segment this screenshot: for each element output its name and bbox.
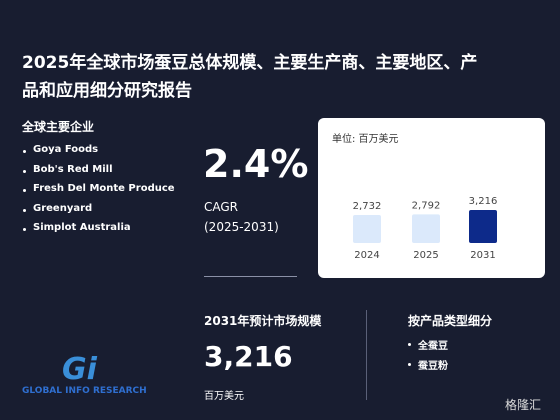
bullet [23, 228, 26, 231]
list-item: Bob's Red Mill [33, 163, 113, 175]
cagr-period: (2025-2031) [204, 220, 279, 234]
segments-heading: 按产品类型细分 [408, 314, 493, 328]
watermark: 格隆汇 [505, 398, 542, 412]
divider [204, 276, 297, 277]
category-label: 2025 [413, 250, 438, 261]
value-label: 2,732 [353, 201, 382, 212]
logo-mark: Gi [62, 352, 97, 387]
divider [366, 310, 367, 400]
bar [469, 210, 497, 243]
category-label: 2031 [470, 250, 495, 261]
title: 2025年全球市场蚕豆总体规模、主要生产商、主要地区、产 [22, 53, 478, 73]
list-item: Simplot Australia [33, 222, 131, 233]
bar [353, 214, 381, 243]
chart-card: 单位: 百万美元 2,732 2024 2,792 2025 3,216 2031 [318, 118, 545, 278]
bullet [408, 363, 411, 366]
logo-text: GLOBAL INFO RESEARCH [22, 386, 147, 396]
bullet [23, 208, 26, 212]
bullet [23, 169, 26, 173]
companies-heading: 全球主要企业 [22, 120, 95, 134]
market-heading: 2031年预计市场规模 [204, 314, 322, 328]
value-label: 3,216 [469, 196, 498, 207]
title: 品和应用细分研究报告 [22, 81, 192, 101]
bullet [408, 343, 411, 346]
chart: 单位: 百万美元 2,732 2024 2,792 2025 3,216 2031 [332, 132, 498, 261]
bar [412, 214, 440, 243]
value-label: 2,792 [412, 200, 441, 211]
list-item: Fresh Del Monte Produce [33, 183, 175, 194]
list-item: Goya Foods [33, 144, 99, 155]
category-label: 2024 [354, 250, 379, 261]
bullet [23, 189, 26, 192]
market-value: 3,216 [204, 340, 293, 373]
bullet [23, 150, 26, 153]
unit-label: 单位: 百万美元 [332, 132, 399, 145]
list-item: 全蚕豆 [418, 341, 448, 352]
market-unit: 百万美元 [204, 391, 244, 402]
cagr-value: 2.4% [203, 142, 309, 186]
list-item: 蚕豆粉 [418, 361, 448, 372]
list-item: Greenyard [33, 202, 93, 214]
cagr-label: CAGR [204, 200, 239, 214]
